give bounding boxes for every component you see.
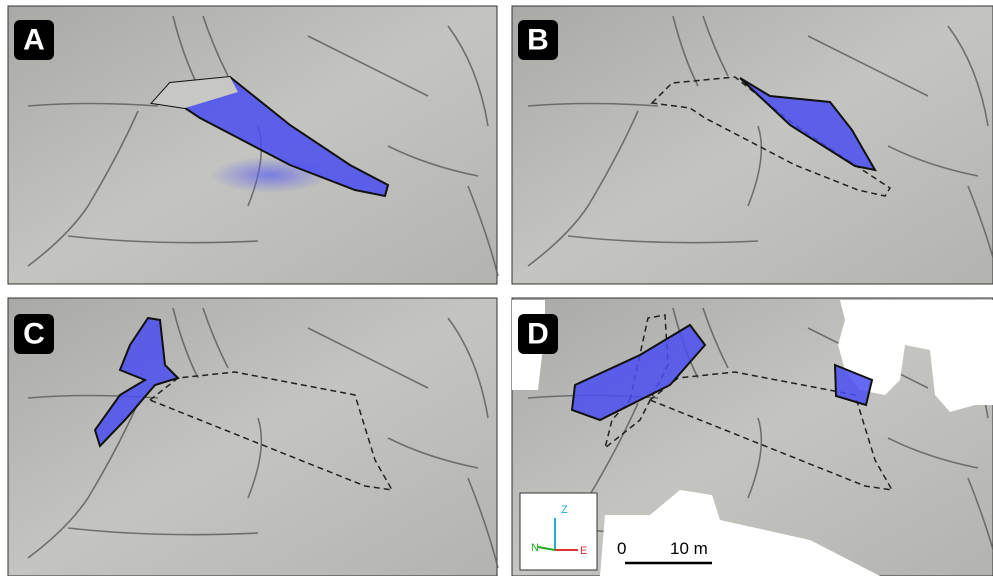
panel-b: B xyxy=(512,6,993,284)
panel-a: A xyxy=(8,6,498,284)
panel-label: D xyxy=(527,318,549,351)
panel-c: C xyxy=(8,298,498,576)
compass-box xyxy=(520,493,597,570)
scale-label: 0 xyxy=(617,539,626,558)
figure: A B C D Z N E 0 10 m xyxy=(0,0,993,576)
compass: Z N E xyxy=(520,493,597,570)
compass-label: Z xyxy=(561,504,568,516)
panel-d: D Z N E 0 10 m xyxy=(512,298,993,576)
panel-label: B xyxy=(527,24,549,57)
panel-label: C xyxy=(23,318,45,351)
compass-label: E xyxy=(580,545,587,557)
scale-label: 10 m xyxy=(670,539,708,558)
compass-label: N xyxy=(531,542,539,554)
terrain-image xyxy=(512,6,993,284)
terrain-image xyxy=(8,298,497,576)
panel-label: A xyxy=(23,24,45,57)
